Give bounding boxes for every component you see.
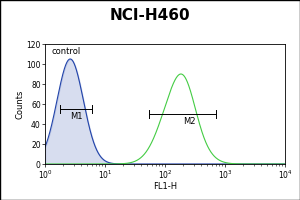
X-axis label: FL1-H: FL1-H — [153, 182, 177, 191]
Y-axis label: Counts: Counts — [16, 89, 25, 119]
Text: M2: M2 — [183, 117, 196, 126]
Text: control: control — [52, 47, 81, 56]
Text: M1: M1 — [70, 112, 82, 121]
Text: NCI-H460: NCI-H460 — [110, 8, 190, 23]
